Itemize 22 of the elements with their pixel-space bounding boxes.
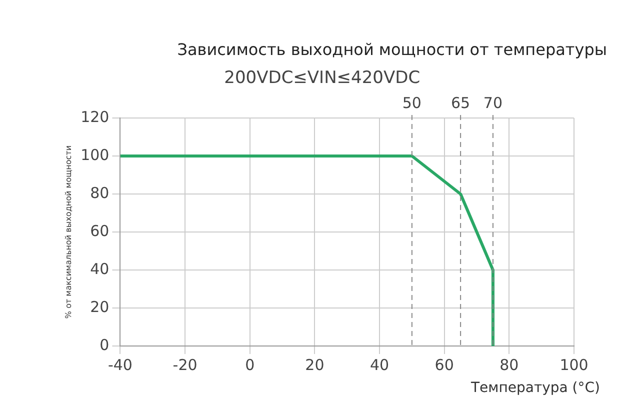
y-tick-label: 40 [90,260,110,278]
x-tick-label: 0 [245,356,255,374]
y-tick-label: 100 [80,146,110,164]
y-tick-label: 120 [80,108,110,126]
x-tick-label: 40 [370,356,390,374]
text: 70 [483,94,503,112]
x-axis-title: Температура (°C) [470,380,600,396]
y-tick-label: 0 [100,336,110,354]
y-tick-label: 60 [90,222,110,240]
x-tick-label: -20 [172,356,198,374]
x-tick-label: 60 [434,356,454,374]
x-tick-label: -40 [108,356,132,374]
y-tick-label: 20 [90,298,110,316]
x-tick-label: 20 [305,356,324,374]
chart-subtitle: 200VDC≤VIN≤420VDC [224,68,420,88]
y-tick-label: 80 [90,184,110,202]
y-axis-title: % от максимальной выходной мощности [64,145,73,319]
chart-title: Зависимость выходной мощности от температуры [177,40,607,59]
x-tick-label: 80 [500,356,519,374]
text: 65 [451,94,470,112]
text: 50 [402,94,422,112]
x-tick-label: 100 [560,356,588,374]
